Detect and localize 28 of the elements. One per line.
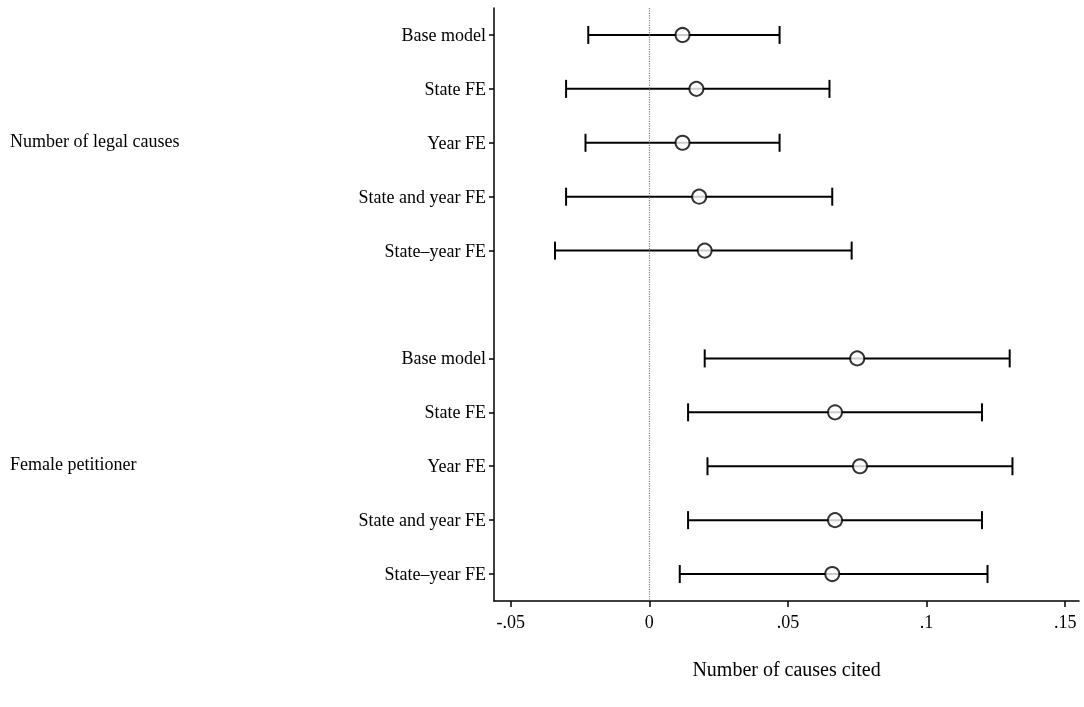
y-tick-label: State FE: [424, 78, 486, 99]
point: [674, 134, 691, 151]
y-tick-label: Year FE: [427, 132, 486, 153]
point: [696, 242, 713, 259]
x-tick-label: -.05: [496, 612, 525, 632]
y-tick-label: State and year FE: [358, 510, 486, 531]
point: [674, 26, 691, 43]
point: [691, 188, 708, 205]
y-tick-label: Base model: [401, 348, 486, 369]
x-tick-label: .15: [1053, 612, 1077, 632]
point: [849, 350, 866, 367]
y-tick-label: State–year FE: [384, 240, 486, 261]
point: [688, 80, 705, 97]
point: [827, 512, 844, 529]
x-axis-title: Number of causes cited: [692, 658, 881, 680]
y-tick-label: Base model: [401, 24, 486, 45]
x-tick-label: 0: [644, 612, 654, 632]
point: [824, 566, 841, 583]
y-tick-label: State FE: [424, 402, 486, 423]
y-tick-label: State–year FE: [384, 564, 486, 585]
y-tick-label: State and year FE: [358, 186, 486, 207]
point: [851, 458, 868, 475]
point: [827, 404, 844, 421]
x-tick-label: .05: [776, 612, 800, 632]
x-tick-label: .1: [919, 612, 934, 632]
y-tick-label: Year FE: [427, 456, 486, 477]
text: Female petitioner: [10, 454, 137, 475]
text: Number of legal causes: [10, 130, 180, 151]
